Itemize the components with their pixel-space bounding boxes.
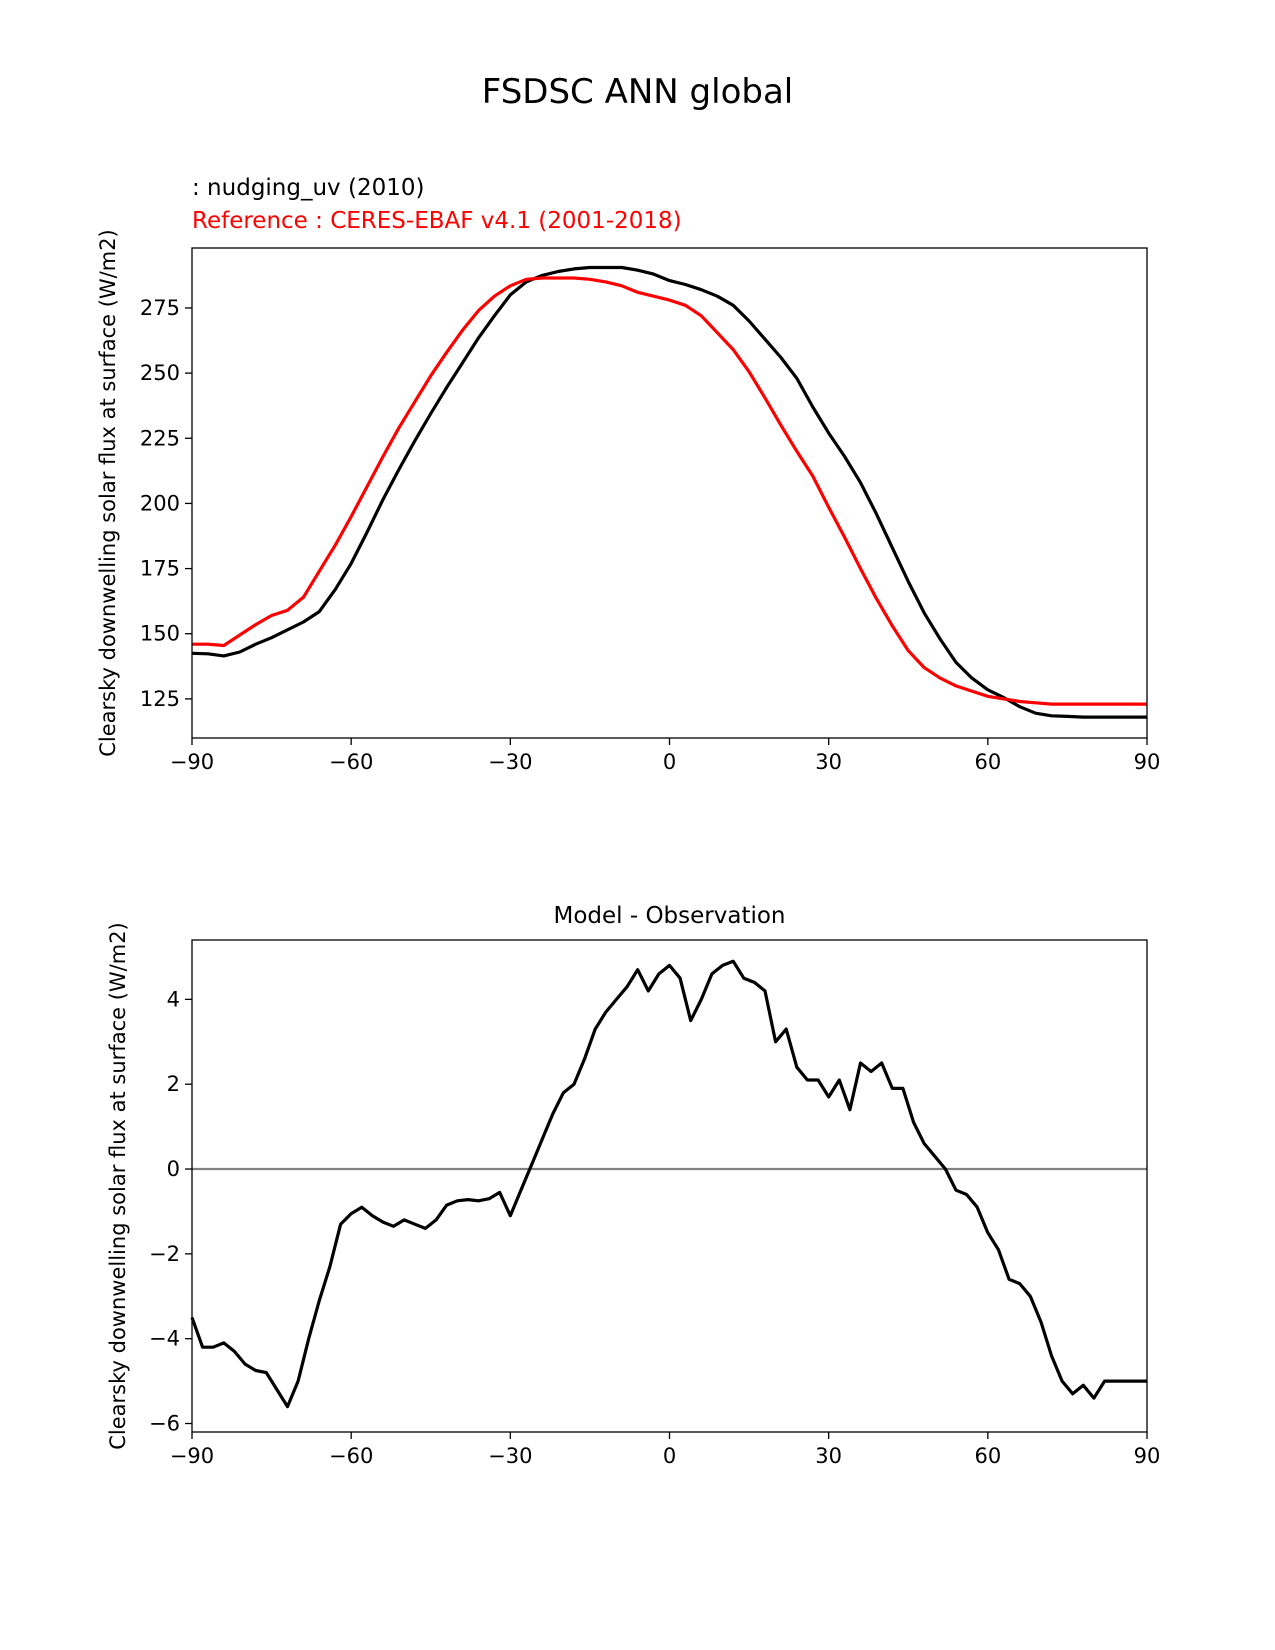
x-tick-label: 60: [974, 1444, 1001, 1468]
y-tick-label: 250: [140, 361, 180, 385]
y-tick-label: 125: [140, 687, 180, 711]
plot-frame: [191, 939, 1148, 1433]
x-tick-label: 90: [1134, 1444, 1161, 1468]
y-tick-label: 275: [140, 296, 180, 320]
x-tick-label: −90: [170, 1444, 214, 1468]
x-tick-label: −60: [329, 1444, 373, 1468]
difference-plot-title: Model - Observation: [553, 903, 786, 929]
y-tick-label: −6: [149, 1412, 180, 1436]
x-tick-label: 90: [1134, 750, 1161, 774]
y-axis-label: Clearsky downwelling solar flux at surfa…: [96, 229, 120, 757]
series-line-0: [190, 959, 1147, 1409]
reference-series-label: Reference : CERES-EBAF v4.1 (2001-2018): [192, 208, 682, 234]
x-tick-label: 0: [663, 1444, 676, 1468]
x-tick-label: 0: [663, 750, 676, 774]
x-tick-label: 30: [815, 750, 842, 774]
x-tick-label: −30: [488, 750, 532, 774]
x-tick-label: 30: [815, 1444, 842, 1468]
y-tick-label: 150: [140, 622, 180, 646]
figure-title: FSDSC ANN global: [481, 72, 794, 112]
y-tick-label: 4: [167, 987, 180, 1011]
y-tick-label: 200: [140, 491, 180, 515]
test-series-label: : nudging_uv (2010): [192, 175, 425, 201]
plot-frame: [191, 247, 1148, 739]
top-line-chart: −90 −60 −30 0 30 60 90 125 150 175 200 225 250 275 Cle…: [96, 229, 1160, 774]
y-tick-label: 0: [167, 1157, 180, 1181]
x-tick-label: −30: [488, 1444, 532, 1468]
x-tick-label: −60: [329, 750, 373, 774]
x-tick-label: 60: [974, 750, 1001, 774]
y-tick-label: 225: [140, 426, 180, 450]
series-line-1: [192, 276, 1147, 706]
y-tick-label: −4: [149, 1327, 180, 1351]
y-tick-label: 2: [167, 1072, 180, 1096]
x-tick-label: −90: [170, 750, 214, 774]
y-tick-label: 175: [140, 557, 180, 581]
y-tick-label: −2: [149, 1242, 180, 1266]
series-line-0: [191, 265, 1147, 719]
y-axis-label: Clearsky downwelling solar flux at surfa…: [106, 922, 130, 1450]
difference-line-chart: −90 −60 −30 0 30 60 90 −6 −4 −2 0 2 4 Clearsky downwe…: [106, 922, 1160, 1468]
